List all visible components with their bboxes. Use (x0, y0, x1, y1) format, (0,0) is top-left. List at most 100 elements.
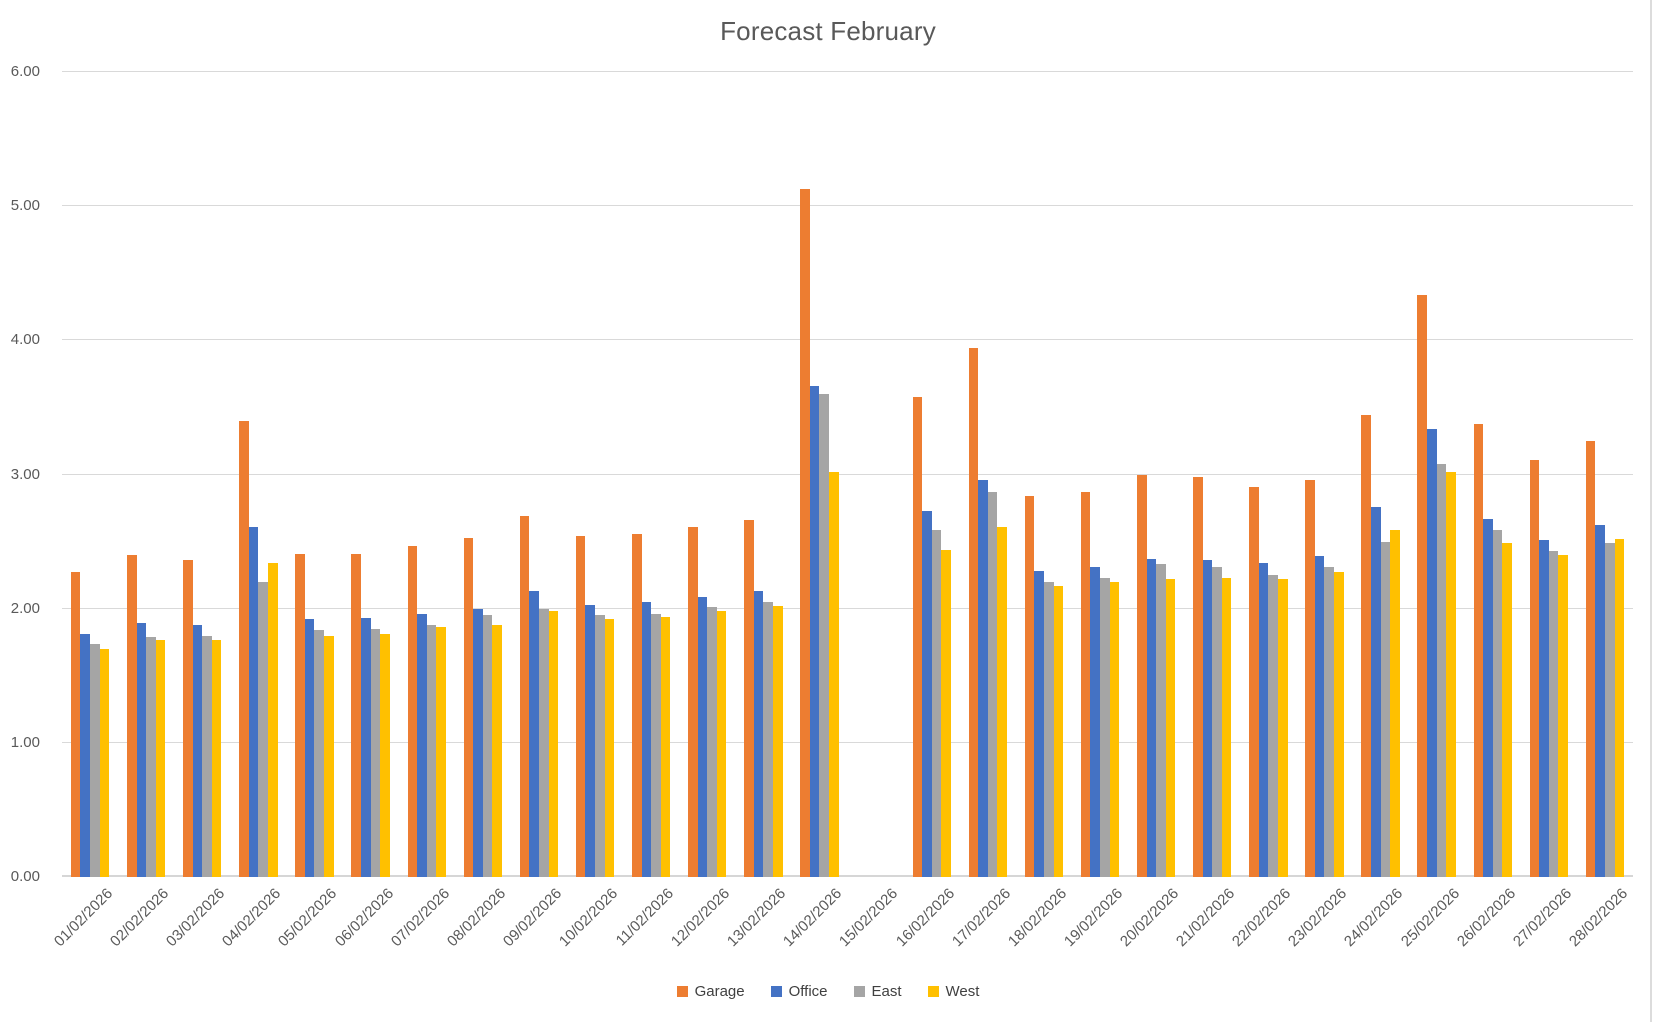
y-axis-label: 1.00 (10, 733, 40, 751)
bar-garage (1305, 479, 1315, 877)
bar-group (735, 72, 791, 877)
bar-east (931, 529, 942, 877)
legend-item-east: East (853, 983, 902, 1000)
bar-group (511, 72, 567, 877)
bar-west (941, 549, 951, 877)
x-axis-label: 27/02/2026 (1509, 885, 1575, 951)
bar-office (753, 591, 764, 877)
bar-series-layer (62, 72, 1633, 877)
legend-label-west: West (945, 983, 980, 1000)
bar-east (1605, 542, 1615, 877)
bar-east (1043, 581, 1054, 877)
bar-garage (351, 553, 361, 877)
bar-west (716, 611, 727, 877)
bar-east (707, 607, 717, 877)
bar-east (258, 581, 268, 877)
bar-east (1380, 541, 1391, 877)
bar-east (1492, 529, 1503, 877)
bar-garage (1193, 477, 1203, 877)
bar-garage (70, 572, 81, 877)
bar-office (136, 623, 147, 877)
bar-garage (912, 396, 923, 877)
x-axis-label: 17/02/2026 (948, 885, 1014, 951)
x-axis-label: 23/02/2026 (1285, 885, 1351, 951)
bar-garage (1361, 415, 1371, 877)
bar-east (146, 636, 156, 877)
bar-west (1502, 542, 1512, 877)
y-axis: 0.00 1.00 2.00 3.00 4.00 5.00 6.00 (0, 63, 50, 885)
bar-garage (631, 533, 642, 877)
bar-group (343, 72, 399, 877)
bar-east (595, 615, 605, 877)
x-axis-label: 10/02/2026 (555, 885, 622, 951)
bar-group (455, 72, 511, 877)
bar-west (380, 634, 390, 877)
bar-east (819, 394, 830, 877)
bar-group (118, 72, 174, 877)
bar-garage (688, 526, 698, 877)
bar-garage (519, 516, 530, 877)
x-axis-label: 02/02/2026 (107, 885, 173, 951)
bar-east (1324, 567, 1335, 877)
bar-east (1548, 550, 1559, 877)
gridline (62, 473, 1633, 475)
bar-west (660, 616, 671, 877)
x-axis-label: 14/02/2026 (780, 885, 846, 951)
bar-garage (575, 536, 586, 877)
bar-group (230, 72, 286, 877)
bar-west (1558, 555, 1569, 877)
y-axis-label: 6.00 (10, 63, 40, 80)
bar-west (324, 635, 334, 877)
bar-group (1296, 72, 1352, 877)
bar-west (1109, 581, 1120, 877)
bar-office (304, 619, 315, 877)
bar-office (1034, 571, 1044, 877)
bar-office (1146, 559, 1157, 877)
bar-east (538, 608, 549, 877)
bar-group (904, 72, 960, 877)
bar-west (436, 627, 446, 877)
bar-group (1577, 72, 1633, 877)
bar-office (697, 596, 708, 877)
bar-group (1016, 72, 1072, 877)
plot-area (62, 71, 1633, 877)
gridline (62, 71, 1633, 72)
bar-east (1436, 463, 1447, 877)
y-axis-label: 0.00 (10, 868, 40, 885)
x-axis-label: 26/02/2026 (1453, 885, 1519, 951)
bar-east (370, 628, 381, 877)
x-axis-label: 12/02/2026 (668, 885, 734, 951)
bar-west (1165, 579, 1176, 877)
bar-group (1465, 72, 1521, 877)
x-axis-label: 09/02/2026 (499, 885, 565, 951)
bar-group (286, 72, 342, 877)
bar-office (1427, 428, 1437, 877)
x-axis-label: 24/02/2026 (1341, 885, 1407, 951)
bar-office (1202, 560, 1213, 877)
bar-garage (1249, 486, 1259, 877)
bar-office (641, 601, 652, 877)
bar-east (426, 624, 437, 877)
bar-west (548, 611, 559, 877)
bar-garage (1585, 440, 1596, 877)
bar-west (211, 639, 222, 877)
bar-east (202, 635, 212, 877)
x-axis-label: 22/02/2026 (1229, 885, 1295, 951)
bar-east (90, 643, 100, 877)
bar-office (809, 385, 820, 877)
bar-east (1212, 567, 1222, 877)
bar-west (1390, 529, 1400, 877)
bar-east (314, 630, 325, 877)
bar-group (567, 72, 623, 877)
bar-garage (239, 420, 249, 877)
legend-label-east: East (871, 983, 902, 1000)
bar-garage (1417, 294, 1428, 877)
legend-label-garage: Garage (694, 983, 745, 1000)
x-axis-label: 20/02/2026 (1116, 885, 1183, 951)
bar-group (1184, 72, 1240, 877)
bar-west (1446, 471, 1456, 877)
bar-garage (407, 545, 418, 877)
x-axis-label: 28/02/2026 (1565, 885, 1631, 951)
bar-group (1072, 72, 1128, 877)
